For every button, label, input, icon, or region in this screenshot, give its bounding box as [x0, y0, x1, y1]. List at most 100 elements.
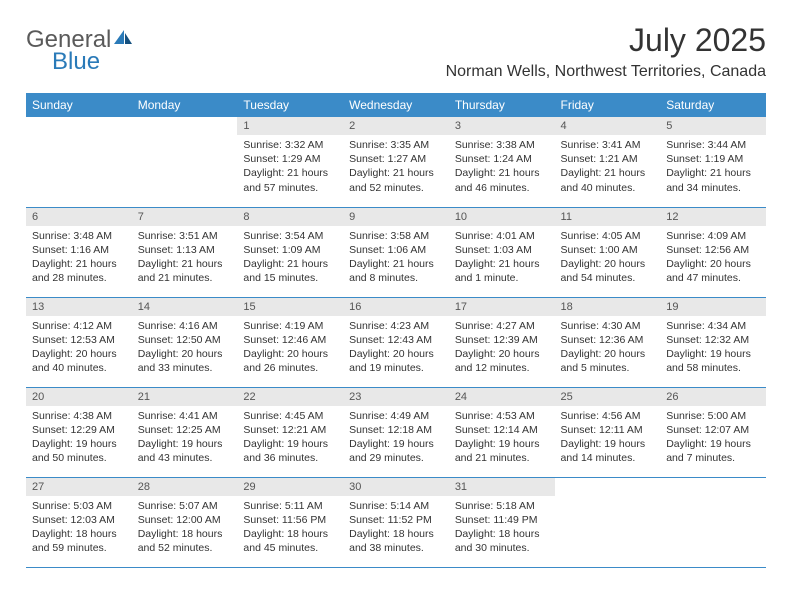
day-detail: Sunrise: 3:38 AMSunset: 1:24 AMDaylight:… — [449, 135, 555, 200]
calendar-week-row: 1Sunrise: 3:32 AMSunset: 1:29 AMDaylight… — [26, 117, 766, 207]
calendar-cell: 19Sunrise: 4:34 AMSunset: 12:32 AMDaylig… — [660, 297, 766, 387]
calendar-week-row: 13Sunrise: 4:12 AMSunset: 12:53 AMDaylig… — [26, 297, 766, 387]
day-number: 27 — [26, 478, 132, 496]
day-detail: Sunrise: 4:09 AMSunset: 12:56 AMDaylight… — [660, 226, 766, 291]
calendar-cell: 3Sunrise: 3:38 AMSunset: 1:24 AMDaylight… — [449, 117, 555, 207]
day-detail: Sunrise: 3:48 AMSunset: 1:16 AMDaylight:… — [26, 226, 132, 291]
calendar-cell: 30Sunrise: 5:14 AMSunset: 11:52 PMDaylig… — [343, 477, 449, 567]
title-block: July 2025 Norman Wells, Northwest Territ… — [446, 22, 766, 89]
day-number: 10 — [449, 208, 555, 226]
weekday-header: Wednesday — [343, 93, 449, 117]
day-number: 17 — [449, 298, 555, 316]
calendar-cell: 27Sunrise: 5:03 AMSunset: 12:03 AMDaylig… — [26, 477, 132, 567]
day-number: 28 — [132, 478, 238, 496]
calendar-cell: 28Sunrise: 5:07 AMSunset: 12:00 AMDaylig… — [132, 477, 238, 567]
calendar-cell: 16Sunrise: 4:23 AMSunset: 12:43 AMDaylig… — [343, 297, 449, 387]
day-number: 18 — [555, 298, 661, 316]
day-number: 19 — [660, 298, 766, 316]
day-number: 12 — [660, 208, 766, 226]
calendar-cell: 17Sunrise: 4:27 AMSunset: 12:39 AMDaylig… — [449, 297, 555, 387]
day-detail: Sunrise: 5:07 AMSunset: 12:00 AMDaylight… — [132, 496, 238, 561]
day-detail: Sunrise: 4:16 AMSunset: 12:50 AMDaylight… — [132, 316, 238, 381]
calendar-cell: 7Sunrise: 3:51 AMSunset: 1:13 AMDaylight… — [132, 207, 238, 297]
day-detail: Sunrise: 4:56 AMSunset: 12:11 AMDaylight… — [555, 406, 661, 471]
day-detail: Sunrise: 3:44 AMSunset: 1:19 AMDaylight:… — [660, 135, 766, 200]
day-number: 29 — [237, 478, 343, 496]
calendar-cell: 20Sunrise: 4:38 AMSunset: 12:29 AMDaylig… — [26, 387, 132, 477]
day-detail: Sunrise: 4:23 AMSunset: 12:43 AMDaylight… — [343, 316, 449, 381]
day-number: 26 — [660, 388, 766, 406]
calendar-cell: 18Sunrise: 4:30 AMSunset: 12:36 AMDaylig… — [555, 297, 661, 387]
day-number: 20 — [26, 388, 132, 406]
calendar-cell: 31Sunrise: 5:18 AMSunset: 11:49 PMDaylig… — [449, 477, 555, 567]
weekday-header: Thursday — [449, 93, 555, 117]
day-detail: Sunrise: 3:54 AMSunset: 1:09 AMDaylight:… — [237, 226, 343, 291]
calendar-cell: 15Sunrise: 4:19 AMSunset: 12:46 AMDaylig… — [237, 297, 343, 387]
calendar-cell: 12Sunrise: 4:09 AMSunset: 12:56 AMDaylig… — [660, 207, 766, 297]
day-number: 6 — [26, 208, 132, 226]
day-number: 5 — [660, 117, 766, 135]
day-detail: Sunrise: 4:49 AMSunset: 12:18 AMDaylight… — [343, 406, 449, 471]
calendar-cell: 13Sunrise: 4:12 AMSunset: 12:53 AMDaylig… — [26, 297, 132, 387]
day-number: 23 — [343, 388, 449, 406]
calendar-cell: 9Sunrise: 3:58 AMSunset: 1:06 AMDaylight… — [343, 207, 449, 297]
day-number: 8 — [237, 208, 343, 226]
calendar-cell: 10Sunrise: 4:01 AMSunset: 1:03 AMDayligh… — [449, 207, 555, 297]
day-detail: Sunrise: 4:53 AMSunset: 12:14 AMDaylight… — [449, 406, 555, 471]
calendar-body: 1Sunrise: 3:32 AMSunset: 1:29 AMDaylight… — [26, 117, 766, 567]
day-number: 9 — [343, 208, 449, 226]
location-subtitle: Norman Wells, Northwest Territories, Can… — [446, 63, 766, 81]
day-number: 16 — [343, 298, 449, 316]
calendar-page: GeneralBlue July 2025 Norman Wells, Nort… — [0, 0, 792, 586]
day-detail: Sunrise: 4:34 AMSunset: 12:32 AMDaylight… — [660, 316, 766, 381]
day-detail: Sunrise: 4:38 AMSunset: 12:29 AMDaylight… — [26, 406, 132, 471]
calendar-cell: 2Sunrise: 3:35 AMSunset: 1:27 AMDaylight… — [343, 117, 449, 207]
day-number: 24 — [449, 388, 555, 406]
day-detail: Sunrise: 4:19 AMSunset: 12:46 AMDaylight… — [237, 316, 343, 381]
day-detail: Sunrise: 4:41 AMSunset: 12:25 AMDaylight… — [132, 406, 238, 471]
brand-logo: GeneralBlue — [26, 22, 133, 76]
calendar-cell: 4Sunrise: 3:41 AMSunset: 1:21 AMDaylight… — [555, 117, 661, 207]
calendar-cell: 14Sunrise: 4:16 AMSunset: 12:50 AMDaylig… — [132, 297, 238, 387]
calendar-week-row: 20Sunrise: 4:38 AMSunset: 12:29 AMDaylig… — [26, 387, 766, 477]
day-detail: Sunrise: 4:27 AMSunset: 12:39 AMDaylight… — [449, 316, 555, 381]
day-number: 30 — [343, 478, 449, 496]
weekday-header: Saturday — [660, 93, 766, 117]
day-detail: Sunrise: 3:32 AMSunset: 1:29 AMDaylight:… — [237, 135, 343, 200]
weekday-header: Sunday — [26, 93, 132, 117]
calendar-cell: 1Sunrise: 3:32 AMSunset: 1:29 AMDaylight… — [237, 117, 343, 207]
day-detail: Sunrise: 3:51 AMSunset: 1:13 AMDaylight:… — [132, 226, 238, 291]
day-number: 25 — [555, 388, 661, 406]
day-detail: Sunrise: 4:01 AMSunset: 1:03 AMDaylight:… — [449, 226, 555, 291]
day-detail: Sunrise: 5:03 AMSunset: 12:03 AMDaylight… — [26, 496, 132, 561]
day-detail: Sunrise: 3:35 AMSunset: 1:27 AMDaylight:… — [343, 135, 449, 200]
day-detail: Sunrise: 5:00 AMSunset: 12:07 AMDaylight… — [660, 406, 766, 471]
calendar-cell: 29Sunrise: 5:11 AMSunset: 11:56 PMDaylig… — [237, 477, 343, 567]
day-number: 7 — [132, 208, 238, 226]
calendar-cell — [555, 477, 661, 567]
month-title: July 2025 — [446, 22, 766, 59]
day-number: 21 — [132, 388, 238, 406]
day-detail: Sunrise: 4:45 AMSunset: 12:21 AMDaylight… — [237, 406, 343, 471]
day-number: 4 — [555, 117, 661, 135]
calendar-cell: 11Sunrise: 4:05 AMSunset: 1:00 AMDayligh… — [555, 207, 661, 297]
calendar-cell: 22Sunrise: 4:45 AMSunset: 12:21 AMDaylig… — [237, 387, 343, 477]
brand-sail-icon — [113, 29, 133, 50]
brand-part2: Blue — [52, 48, 133, 76]
calendar-cell: 8Sunrise: 3:54 AMSunset: 1:09 AMDaylight… — [237, 207, 343, 297]
calendar-cell: 23Sunrise: 4:49 AMSunset: 12:18 AMDaylig… — [343, 387, 449, 477]
calendar-cell — [26, 117, 132, 207]
day-detail: Sunrise: 3:41 AMSunset: 1:21 AMDaylight:… — [555, 135, 661, 200]
day-number: 11 — [555, 208, 661, 226]
calendar-week-row: 6Sunrise: 3:48 AMSunset: 1:16 AMDaylight… — [26, 207, 766, 297]
weekday-header: Monday — [132, 93, 238, 117]
day-number: 31 — [449, 478, 555, 496]
day-number: 14 — [132, 298, 238, 316]
calendar-cell — [660, 477, 766, 567]
weekday-header: Tuesday — [237, 93, 343, 117]
calendar-cell: 5Sunrise: 3:44 AMSunset: 1:19 AMDaylight… — [660, 117, 766, 207]
weekday-header: Friday — [555, 93, 661, 117]
day-number: 13 — [26, 298, 132, 316]
calendar-cell — [132, 117, 238, 207]
calendar-cell: 26Sunrise: 5:00 AMSunset: 12:07 AMDaylig… — [660, 387, 766, 477]
